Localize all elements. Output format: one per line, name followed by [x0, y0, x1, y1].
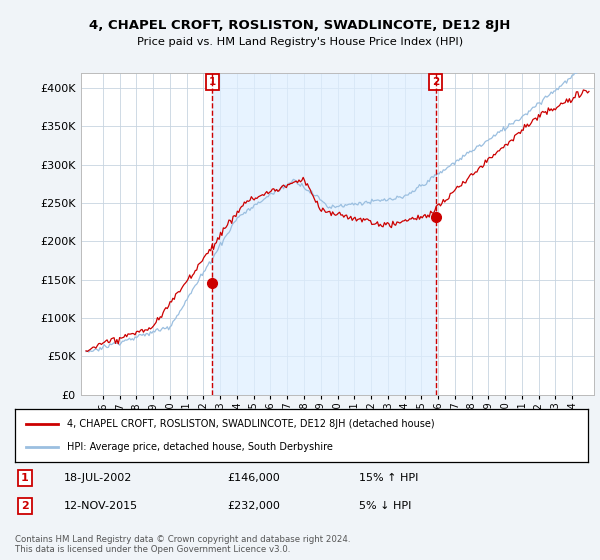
Text: Price paid vs. HM Land Registry's House Price Index (HPI): Price paid vs. HM Land Registry's House …	[137, 37, 463, 47]
Text: 4, CHAPEL CROFT, ROSLISTON, SWADLINCOTE, DE12 8JH (detached house): 4, CHAPEL CROFT, ROSLISTON, SWADLINCOTE,…	[67, 419, 434, 429]
Text: £232,000: £232,000	[227, 501, 280, 511]
Text: Contains HM Land Registry data © Crown copyright and database right 2024.
This d: Contains HM Land Registry data © Crown c…	[15, 535, 350, 554]
Text: 5% ↓ HPI: 5% ↓ HPI	[359, 501, 411, 511]
Text: 2: 2	[432, 77, 439, 87]
Bar	[212, 73, 436, 395]
Text: 18-JUL-2002: 18-JUL-2002	[64, 473, 132, 483]
Text: 2: 2	[21, 501, 28, 511]
Text: £146,000: £146,000	[227, 473, 280, 483]
Text: 1: 1	[209, 77, 216, 87]
Text: 4, CHAPEL CROFT, ROSLISTON, SWADLINCOTE, DE12 8JH: 4, CHAPEL CROFT, ROSLISTON, SWADLINCOTE,…	[89, 18, 511, 32]
Text: HPI: Average price, detached house, South Derbyshire: HPI: Average price, detached house, Sout…	[67, 442, 332, 452]
Text: 15% ↑ HPI: 15% ↑ HPI	[359, 473, 418, 483]
Text: 12-NOV-2015: 12-NOV-2015	[64, 501, 138, 511]
Text: 1: 1	[21, 473, 28, 483]
